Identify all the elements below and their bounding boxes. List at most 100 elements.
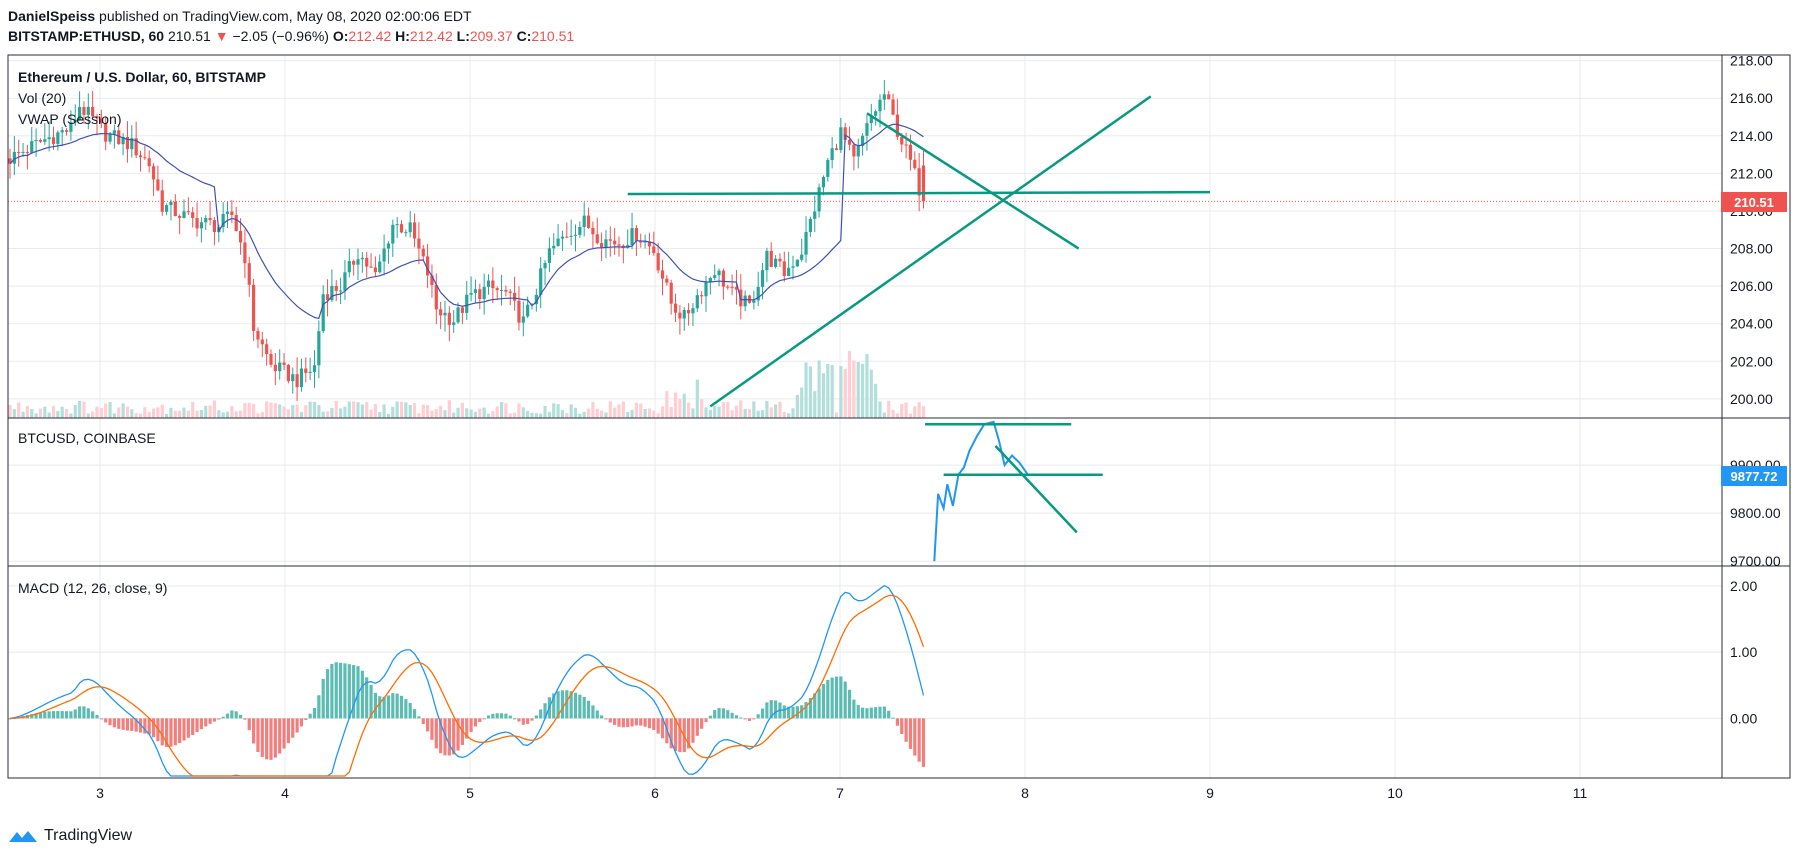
macd-hist-bar: [530, 718, 534, 721]
tradingview-brand[interactable]: TradingView: [8, 827, 132, 845]
macd-hist-bar: [839, 676, 843, 719]
symbol-label[interactable]: BITSTAMP:ETHUSD, 60: [8, 28, 165, 44]
candle-body: [339, 290, 343, 292]
volume-bar: [17, 402, 21, 418]
candle-body: [291, 374, 295, 382]
vwap-indicator-label[interactable]: VWAP (Session): [18, 111, 121, 127]
volume-bar: [230, 406, 234, 418]
volume-bar: [43, 406, 47, 418]
btc-pane-title[interactable]: BTCUSD, COINBASE: [18, 430, 156, 446]
candle-body: [534, 294, 538, 305]
btc-trendlines[interactable]: [925, 422, 1103, 534]
time-axis[interactable]: 3 4 5 6 7 8 9 10 11: [96, 785, 1587, 801]
volume-bar: [108, 402, 112, 418]
macd-hist-bar: [713, 710, 717, 719]
volume-bar: [774, 404, 778, 418]
volume-bar: [878, 401, 882, 418]
volume-bar: [695, 379, 699, 418]
candle-body: [78, 107, 82, 120]
candle-body: [395, 224, 399, 226]
candle-body: [508, 291, 512, 293]
candle-body: [717, 270, 721, 276]
volume-bar: [334, 400, 338, 418]
pane-frames: [7, 54, 1791, 779]
volume-bar: [404, 402, 408, 418]
candle-body: [30, 141, 34, 153]
volume-bar: [38, 408, 43, 418]
candle-body: [543, 262, 547, 269]
volume-bar: [826, 363, 830, 418]
candle-body: [800, 254, 804, 260]
candle-body: [273, 364, 277, 372]
macd-pane-title[interactable]: MACD (12, 26, close, 9): [18, 580, 167, 596]
volume-bar: [556, 404, 560, 418]
candle-body: [252, 284, 256, 331]
candle-body: [495, 288, 499, 291]
volume-bar: [539, 413, 543, 418]
macd-hist-bar: [125, 718, 130, 731]
volume-bar: [439, 406, 443, 418]
volume-bar: [378, 411, 382, 418]
macd-hist-bar: [186, 718, 190, 738]
macd-hist-bar: [430, 718, 434, 740]
macd-hist-bar: [643, 718, 647, 727]
macd-hist-bar: [469, 718, 473, 732]
macd-hist-bar: [730, 712, 734, 719]
macd-hist-bar: [660, 718, 665, 739]
candle-body: [734, 286, 739, 290]
time-tick-label: 4: [281, 785, 289, 801]
macd-hist-bar: [526, 718, 530, 724]
macd-hist-bar: [787, 706, 791, 719]
price-change: −2.05 (−0.96%): [232, 28, 329, 44]
candle-body: [608, 239, 612, 241]
candle-body: [443, 312, 447, 316]
volume-bar: [30, 408, 34, 418]
macd-hist-bar: [339, 662, 343, 719]
volume-bar: [600, 410, 604, 418]
macd-hist-bar: [508, 715, 512, 719]
volume-bar: [908, 413, 913, 418]
candle-body: [469, 292, 473, 295]
candle-body: [21, 152, 25, 154]
volume-bar: [852, 360, 856, 418]
macd-hist-bar: [543, 703, 547, 719]
volume-bar: [513, 412, 517, 418]
macd-hist-bar: [447, 718, 451, 756]
candle-body: [304, 368, 308, 373]
macd-hist-bar: [717, 708, 721, 719]
price-axes[interactable]: 200.00202.00204.00206.00208.00210.00212.…: [1730, 53, 1781, 727]
candle-body: [308, 371, 312, 373]
macd-line: [9, 584, 925, 777]
volume-bar: [499, 402, 504, 418]
candle-body: [874, 111, 878, 116]
macd-hist-bar: [334, 662, 338, 719]
eth-trendlines[interactable]: [627, 95, 1211, 408]
volume-bar: [608, 401, 612, 418]
macd-hist-bar: [513, 718, 517, 720]
candle-body: [34, 139, 38, 142]
volume-bar: [151, 408, 156, 418]
volume-bar: [82, 401, 86, 418]
volume-bar: [360, 404, 364, 418]
macd-hist-bar: [291, 718, 295, 738]
volume-bar: [473, 411, 478, 418]
candle-body: [352, 261, 356, 265]
macd-hist-bar: [278, 718, 282, 754]
vol-indicator-label[interactable]: Vol (20): [18, 90, 66, 106]
candle-body: [125, 136, 130, 150]
macd-hist-bar: [417, 716, 421, 719]
candle-body: [791, 266, 795, 268]
macd-hist-bar: [165, 718, 169, 747]
pane-labels: Ethereum / U.S. Dollar, 60, BITSTAMP Vol…: [18, 69, 266, 596]
candle-body: [156, 179, 160, 191]
macd-hist-bar: [151, 718, 156, 738]
macd-hist-bar: [617, 718, 621, 727]
candle-body: [539, 268, 543, 295]
candle-body: [630, 228, 634, 246]
candle-body: [700, 295, 704, 297]
macd-hist-bar: [804, 702, 808, 719]
author-name[interactable]: DanielSpeiss: [8, 8, 96, 24]
macd-hist-bar: [626, 718, 630, 728]
eth-price-tick: 214.00: [1730, 128, 1773, 144]
